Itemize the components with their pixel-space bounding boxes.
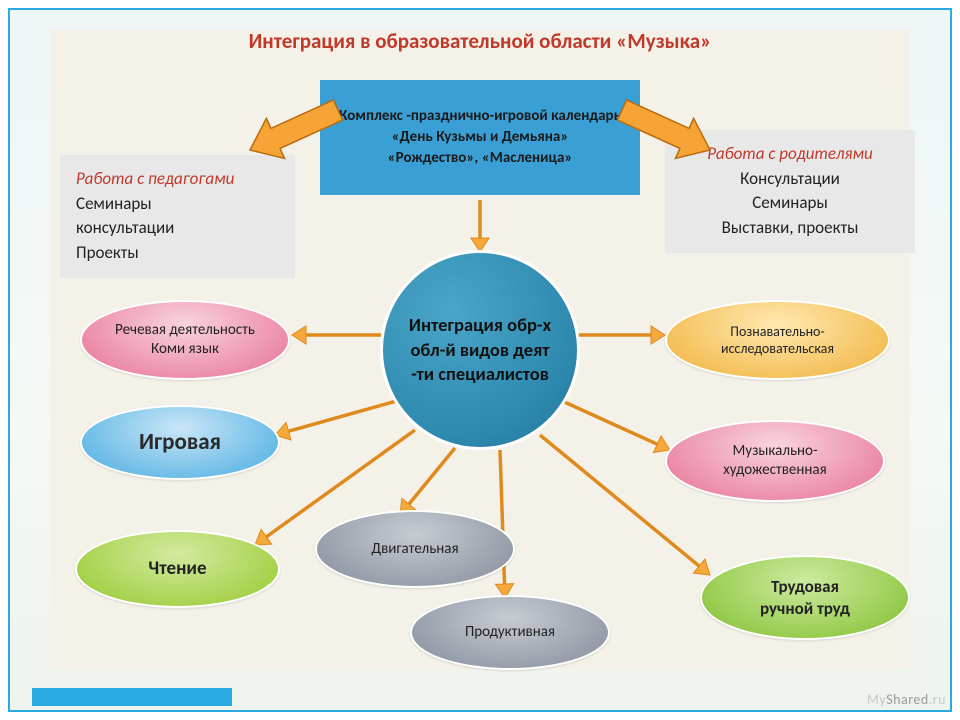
node-play: Игровая xyxy=(80,405,280,480)
node-reading: Чтение xyxy=(75,530,280,608)
node-research: Познавательно- исследовательская xyxy=(665,300,890,380)
watermark: MyShared.ru xyxy=(867,691,946,708)
node-motor: Двигательная xyxy=(315,510,515,588)
watermark-ru: .ru xyxy=(929,691,946,708)
node-labor: Трудовая ручной труд xyxy=(700,555,910,640)
center-circle: Интеграция обр-х обл-й видов деят -ти сп… xyxy=(380,250,580,450)
watermark-shared: Shared xyxy=(886,691,929,708)
center-text: Интеграция обр-х обл-й видов деят -ти сп… xyxy=(401,313,559,388)
node-speech: Речевая деятельность Коми язык xyxy=(80,300,290,380)
node-music: Музыкально- художественная xyxy=(665,420,885,502)
node-product: Продуктивная xyxy=(410,595,610,670)
watermark-my: My xyxy=(867,691,886,708)
